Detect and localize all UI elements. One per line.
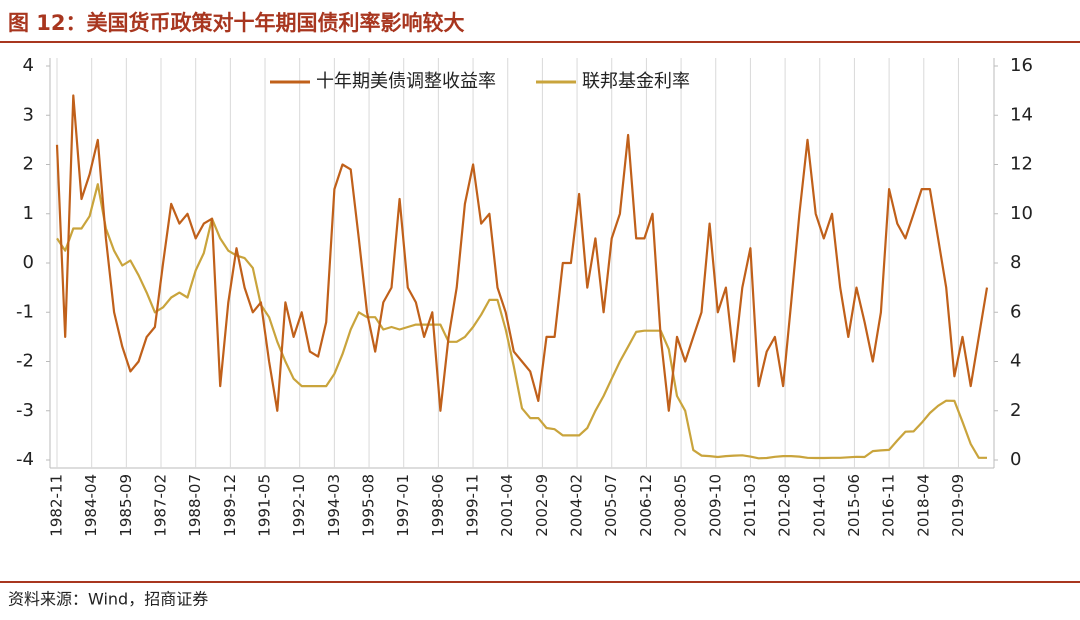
x-tick-label: 1985-09 [117, 474, 135, 537]
y2-tick-label: 4 [1010, 351, 1021, 372]
source-note: 资料来源：Wind，招商证券 [8, 590, 208, 609]
x-tick-label: 1998-06 [429, 474, 447, 537]
x-tick-label: 2019-09 [949, 474, 967, 537]
series-line [56, 183, 987, 460]
x-tick-label: 1987-02 [152, 474, 170, 537]
y-tick-label: 3 [23, 104, 34, 125]
x-tick-label: 2006-12 [637, 474, 655, 537]
x-tick-label: 2015-06 [845, 474, 863, 537]
y2-tick-label: 10 [1010, 203, 1033, 224]
x-tick-label: 1994-03 [325, 474, 343, 537]
y-tick-label: 2 [23, 154, 34, 175]
y-tick-label: -3 [16, 400, 34, 421]
x-tick-label: 1992-10 [290, 474, 308, 537]
plot-area: 1982-11 1984-04 1985-09 1987-02 1988-07 1989-… [16, 55, 1033, 537]
chart-title: 图 12：美国货币政策对十年期国债利率影响较大 [8, 11, 465, 35]
y-tick-label: -2 [16, 351, 34, 372]
x-tick-label: 1995-08 [360, 474, 378, 537]
legend-label: 联邦基金利率 [582, 71, 690, 92]
series-line [55, 94, 989, 412]
x-tick-label: 1984-04 [82, 474, 100, 537]
y-tick-label: -1 [16, 301, 34, 322]
y2-tick-label: 2 [1010, 400, 1021, 421]
x-tick-label: 2008-05 [672, 474, 690, 537]
x-tick-label: 2002-09 [533, 474, 551, 537]
y2-tick-label: 16 [1010, 55, 1033, 76]
x-tick-label: 1991-05 [256, 474, 274, 537]
x-tick-label: 1982-11 [48, 474, 66, 537]
legend-label: 十年期美债调整收益率 [316, 71, 496, 92]
y2-tick-label: 14 [1010, 104, 1033, 125]
y-tick-label: 0 [23, 252, 34, 273]
x-tick-label: 2004-02 [568, 474, 586, 537]
x-tick-label: 1988-07 [186, 474, 204, 537]
y-tick-label: -4 [16, 449, 34, 470]
y2-tick-label: 12 [1010, 154, 1033, 175]
x-tick-label: 2011-03 [741, 474, 759, 537]
x-tick-label: 1997-01 [394, 474, 412, 537]
y2-tick-label: 8 [1010, 252, 1021, 273]
y-tick-label: 4 [23, 55, 34, 76]
x-tick-label: 1989-12 [221, 474, 239, 537]
y-tick-label: 1 [23, 203, 34, 224]
x-tick-label: 2018-04 [914, 474, 932, 537]
x-tick-label: 2009-10 [706, 474, 724, 537]
y2-tick-label: 6 [1010, 301, 1021, 322]
x-tick-label: 2001-04 [498, 474, 516, 537]
x-tick-label: 1999-11 [464, 474, 482, 537]
x-tick-label: 2012-08 [776, 474, 794, 537]
x-tick-label: 2014-01 [810, 474, 828, 537]
y2-tick-label: 0 [1010, 449, 1021, 470]
x-tick-label: 2016-11 [880, 474, 898, 537]
x-tick-label: 2005-07 [602, 474, 620, 537]
